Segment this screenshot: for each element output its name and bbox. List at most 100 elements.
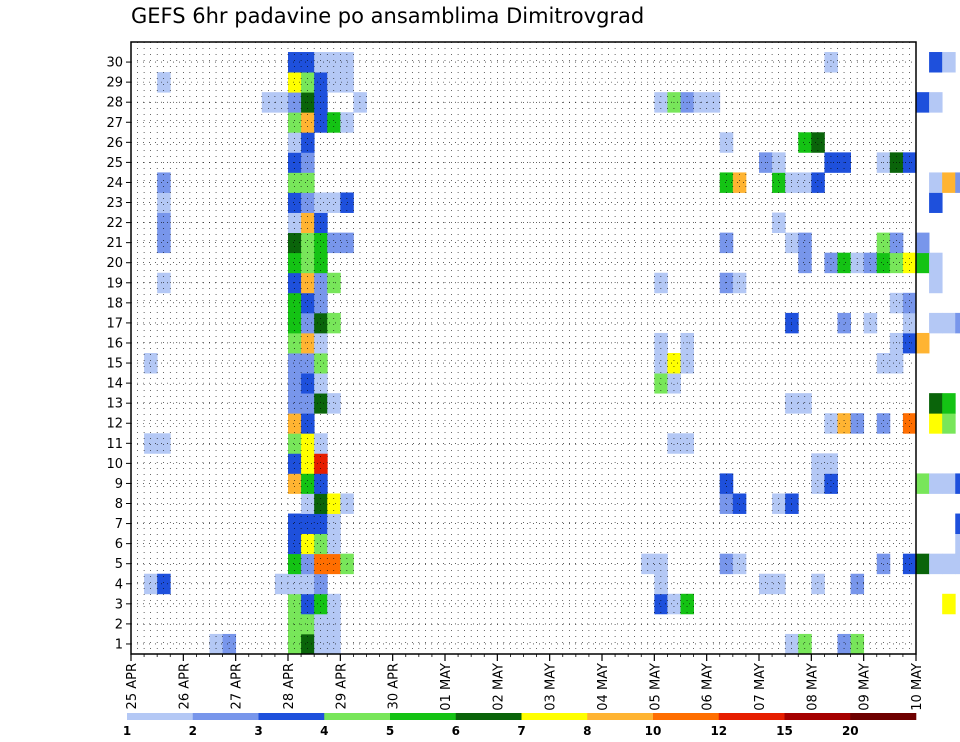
heatmap-cell [301,453,315,474]
heatmap-cell [314,192,328,213]
heatmap-cell [301,292,315,314]
heatmap-cell [288,232,302,254]
heatmap-cell [902,413,917,434]
heatmap-cell [301,312,315,334]
x-tick-label: 02 MAY [491,663,506,711]
heatmap-cell [772,573,786,595]
heatmap-cell [824,473,838,494]
heatmap-cell [314,373,328,394]
x-tick-label: 25 APR [125,663,140,709]
heatmap-cell [327,232,341,254]
colorbar-label: 5 [386,724,394,738]
y-tick-label: 6 [115,537,123,552]
heatmap-cell [929,92,943,113]
heatmap-cell [288,473,302,494]
heatmap-cell [314,513,328,535]
heatmap-cell [902,553,917,575]
colorbar-swatch [521,713,588,720]
colorbar-swatch [192,713,259,720]
heatmap-cell [824,52,838,73]
heatmap-cell [680,433,694,454]
heatmap-cell [314,232,328,254]
colorbar-swatch [718,713,785,720]
heatmap-cell [327,112,341,133]
y-tick-label: 20 [106,256,123,271]
heatmap-cell [144,433,158,454]
heatmap-cell [314,473,328,494]
heatmap-cell [314,573,328,595]
heatmap-cell [955,473,960,494]
heatmap-cell [301,112,315,133]
heatmap-cell [732,553,747,575]
heatmap-cell [902,312,917,334]
chart-title: GEFS 6hr padavine po ansamblima Dimitrov… [131,4,645,28]
colorbar: 1 2 3 4 5 6 7 8 10 12 15 20 [123,713,917,738]
colorbar-label: 3 [254,724,262,738]
colorbar-swatch [324,713,391,720]
heatmap-cell [837,312,851,334]
heatmap-cell [157,192,171,213]
x-tick-label: 06 MAY [701,663,716,711]
heatmap-cell [654,573,668,595]
colorbar-swatch [850,713,917,720]
heatmap-cell [876,353,891,374]
heatmap-cell [327,192,341,213]
heatmap-cell [301,252,315,274]
heatmap-cell [772,172,786,193]
heatmap-cell [942,413,956,434]
heatmap-cell [863,252,878,274]
heatmap-cell [327,52,341,73]
heatmap-cell [889,252,904,274]
heatmap-cell [288,353,302,374]
heatmap-cell [929,393,943,414]
y-tick-label: 30 [106,56,123,71]
heatmap-cell [759,573,773,595]
y-tick-label: 28 [106,96,123,111]
heatmap-cell [942,393,956,414]
heatmap-cell [719,132,734,153]
heatmap-cell [719,553,734,575]
heatmap-cell [654,373,668,394]
x-tick-label: 29 APR [334,663,349,709]
heatmap-cell [314,533,328,555]
y-tick-label: 5 [115,557,123,572]
heatmap-cell [654,593,668,615]
heatmap-cell [157,573,171,595]
heatmap-cell [288,172,302,193]
heatmap-cell [929,172,943,193]
heatmap-cell [889,232,904,254]
colorbar-swatch [390,713,457,720]
y-tick-label: 19 [106,276,123,291]
heatmap-cell [301,393,315,414]
y-tick-label: 7 [115,517,123,532]
heatmap-cell [811,172,825,193]
heatmap-cell [798,232,812,254]
y-tick-label: 15 [106,357,123,372]
colorbar-label: 8 [583,724,591,738]
heatmap-cell [314,52,328,73]
heatmap-cell [157,232,171,254]
x-tick-label: 27 APR [230,663,245,709]
heatmap-cell [288,132,302,153]
y-tick-label: 12 [106,417,123,432]
heatmap-cell [301,593,315,615]
heatmap-cell [916,92,930,113]
heatmap-cell [288,192,302,213]
heatmap-cell [798,252,812,274]
heatmap-cell [667,593,681,615]
heatmap-cell [837,633,851,655]
heatmap-cell [902,252,917,274]
heatmap-cell [288,633,302,655]
heatmap-cell [314,292,328,314]
y-tick-label: 10 [106,457,123,472]
heatmap-cell [288,332,302,354]
heatmap-cell [929,413,943,434]
heatmap-cell [798,393,812,414]
y-tick-label: 26 [106,136,123,151]
colorbar-swatch [127,713,194,720]
y-tick-label: 14 [106,377,123,392]
y-tick-label: 23 [106,196,123,211]
heatmap-cell [955,172,960,193]
heatmap-cell [288,573,302,595]
y-tick-label: 25 [106,156,123,171]
